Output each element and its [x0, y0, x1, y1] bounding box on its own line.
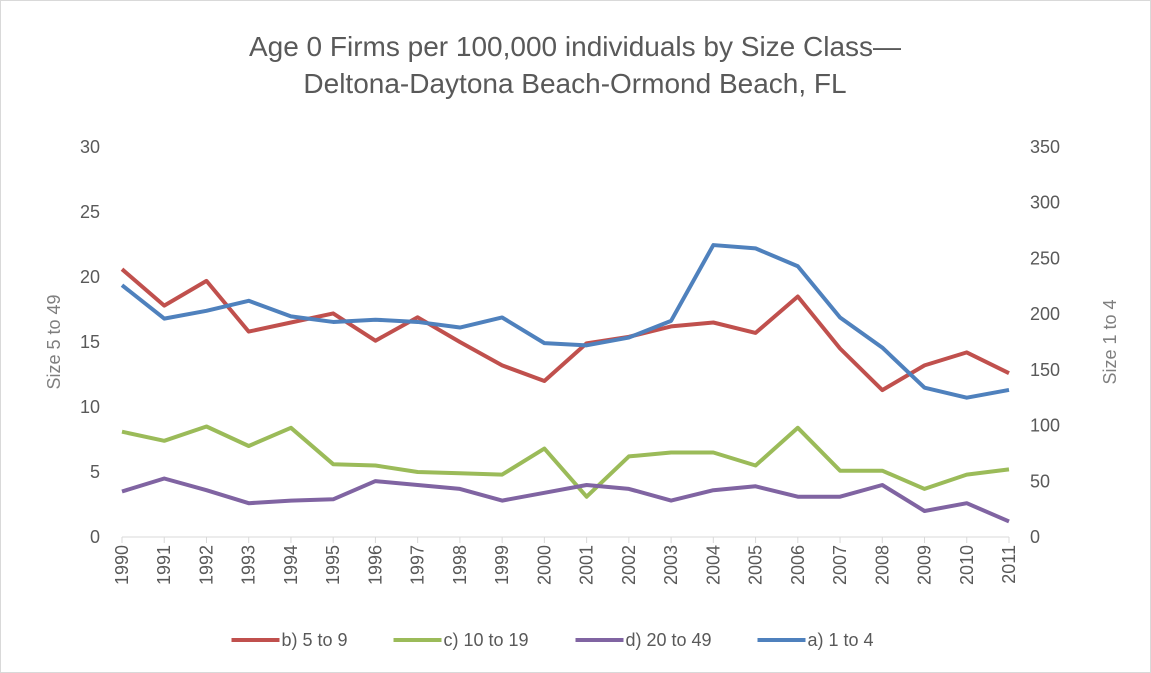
x-tick-label: 2000 — [534, 545, 554, 585]
x-tick-label: 2007 — [830, 545, 850, 585]
y2-axis-label: Size 1 to 4 — [1100, 299, 1120, 384]
x-tick-label: 2006 — [788, 545, 808, 585]
y-tick-label: 10 — [80, 397, 100, 417]
legend-label: d) 20 to 49 — [626, 630, 712, 650]
x-tick-label: 2008 — [872, 545, 892, 585]
x-tick-label: 1998 — [450, 545, 470, 585]
x-tick-label: 1997 — [408, 545, 428, 585]
series-line — [121, 424, 1010, 499]
y-tick-label: 15 — [80, 332, 100, 352]
x-tick-label: 1995 — [323, 545, 343, 585]
x-tick-label: 2010 — [957, 545, 977, 585]
series-line — [121, 476, 1010, 524]
y-tick-label: 25 — [80, 202, 100, 222]
y2-tick-label: 100 — [1030, 416, 1060, 436]
legend-label: c) 10 to 19 — [444, 630, 529, 650]
x-tick-label: 2004 — [703, 545, 723, 585]
y-tick-label: 5 — [90, 462, 100, 482]
series-line — [120, 267, 1010, 393]
legend-label: a) 1 to 4 — [808, 630, 874, 650]
x-tick-label: 2005 — [746, 545, 766, 585]
series-line — [120, 243, 1010, 400]
x-tick-label: 1994 — [281, 545, 301, 585]
x-tick-label: 2003 — [661, 545, 681, 585]
y-tick-label: 0 — [90, 527, 100, 547]
x-tick-label: 2001 — [577, 545, 597, 585]
chart-title: Deltona-Daytona Beach-Ormond Beach, FL — [303, 68, 846, 99]
y2-tick-label: 200 — [1030, 304, 1060, 324]
y2-tick-label: 0 — [1030, 527, 1040, 547]
x-tick-label: 1999 — [492, 545, 512, 585]
y-tick-label: 30 — [80, 137, 100, 157]
legend-label: b) 5 to 9 — [282, 630, 348, 650]
y-axis-label: Size 5 to 49 — [44, 294, 64, 389]
x-tick-label: 2002 — [619, 545, 639, 585]
y2-tick-label: 50 — [1030, 471, 1050, 491]
x-tick-label: 1993 — [239, 545, 259, 585]
chart-title: Age 0 Firms per 100,000 individuals by S… — [249, 31, 901, 62]
y2-tick-label: 350 — [1030, 137, 1060, 157]
x-tick-label: 1996 — [365, 545, 385, 585]
x-tick-label: 1990 — [112, 545, 132, 585]
y2-tick-label: 250 — [1030, 248, 1060, 268]
y2-tick-label: 150 — [1030, 360, 1060, 380]
x-tick-label: 1991 — [154, 545, 174, 585]
y-tick-label: 20 — [80, 267, 100, 287]
x-tick-label: 1992 — [196, 545, 216, 585]
x-tick-label: 2011 — [999, 545, 1019, 584]
x-tick-label: 2009 — [915, 545, 935, 585]
y2-tick-label: 300 — [1030, 193, 1060, 213]
